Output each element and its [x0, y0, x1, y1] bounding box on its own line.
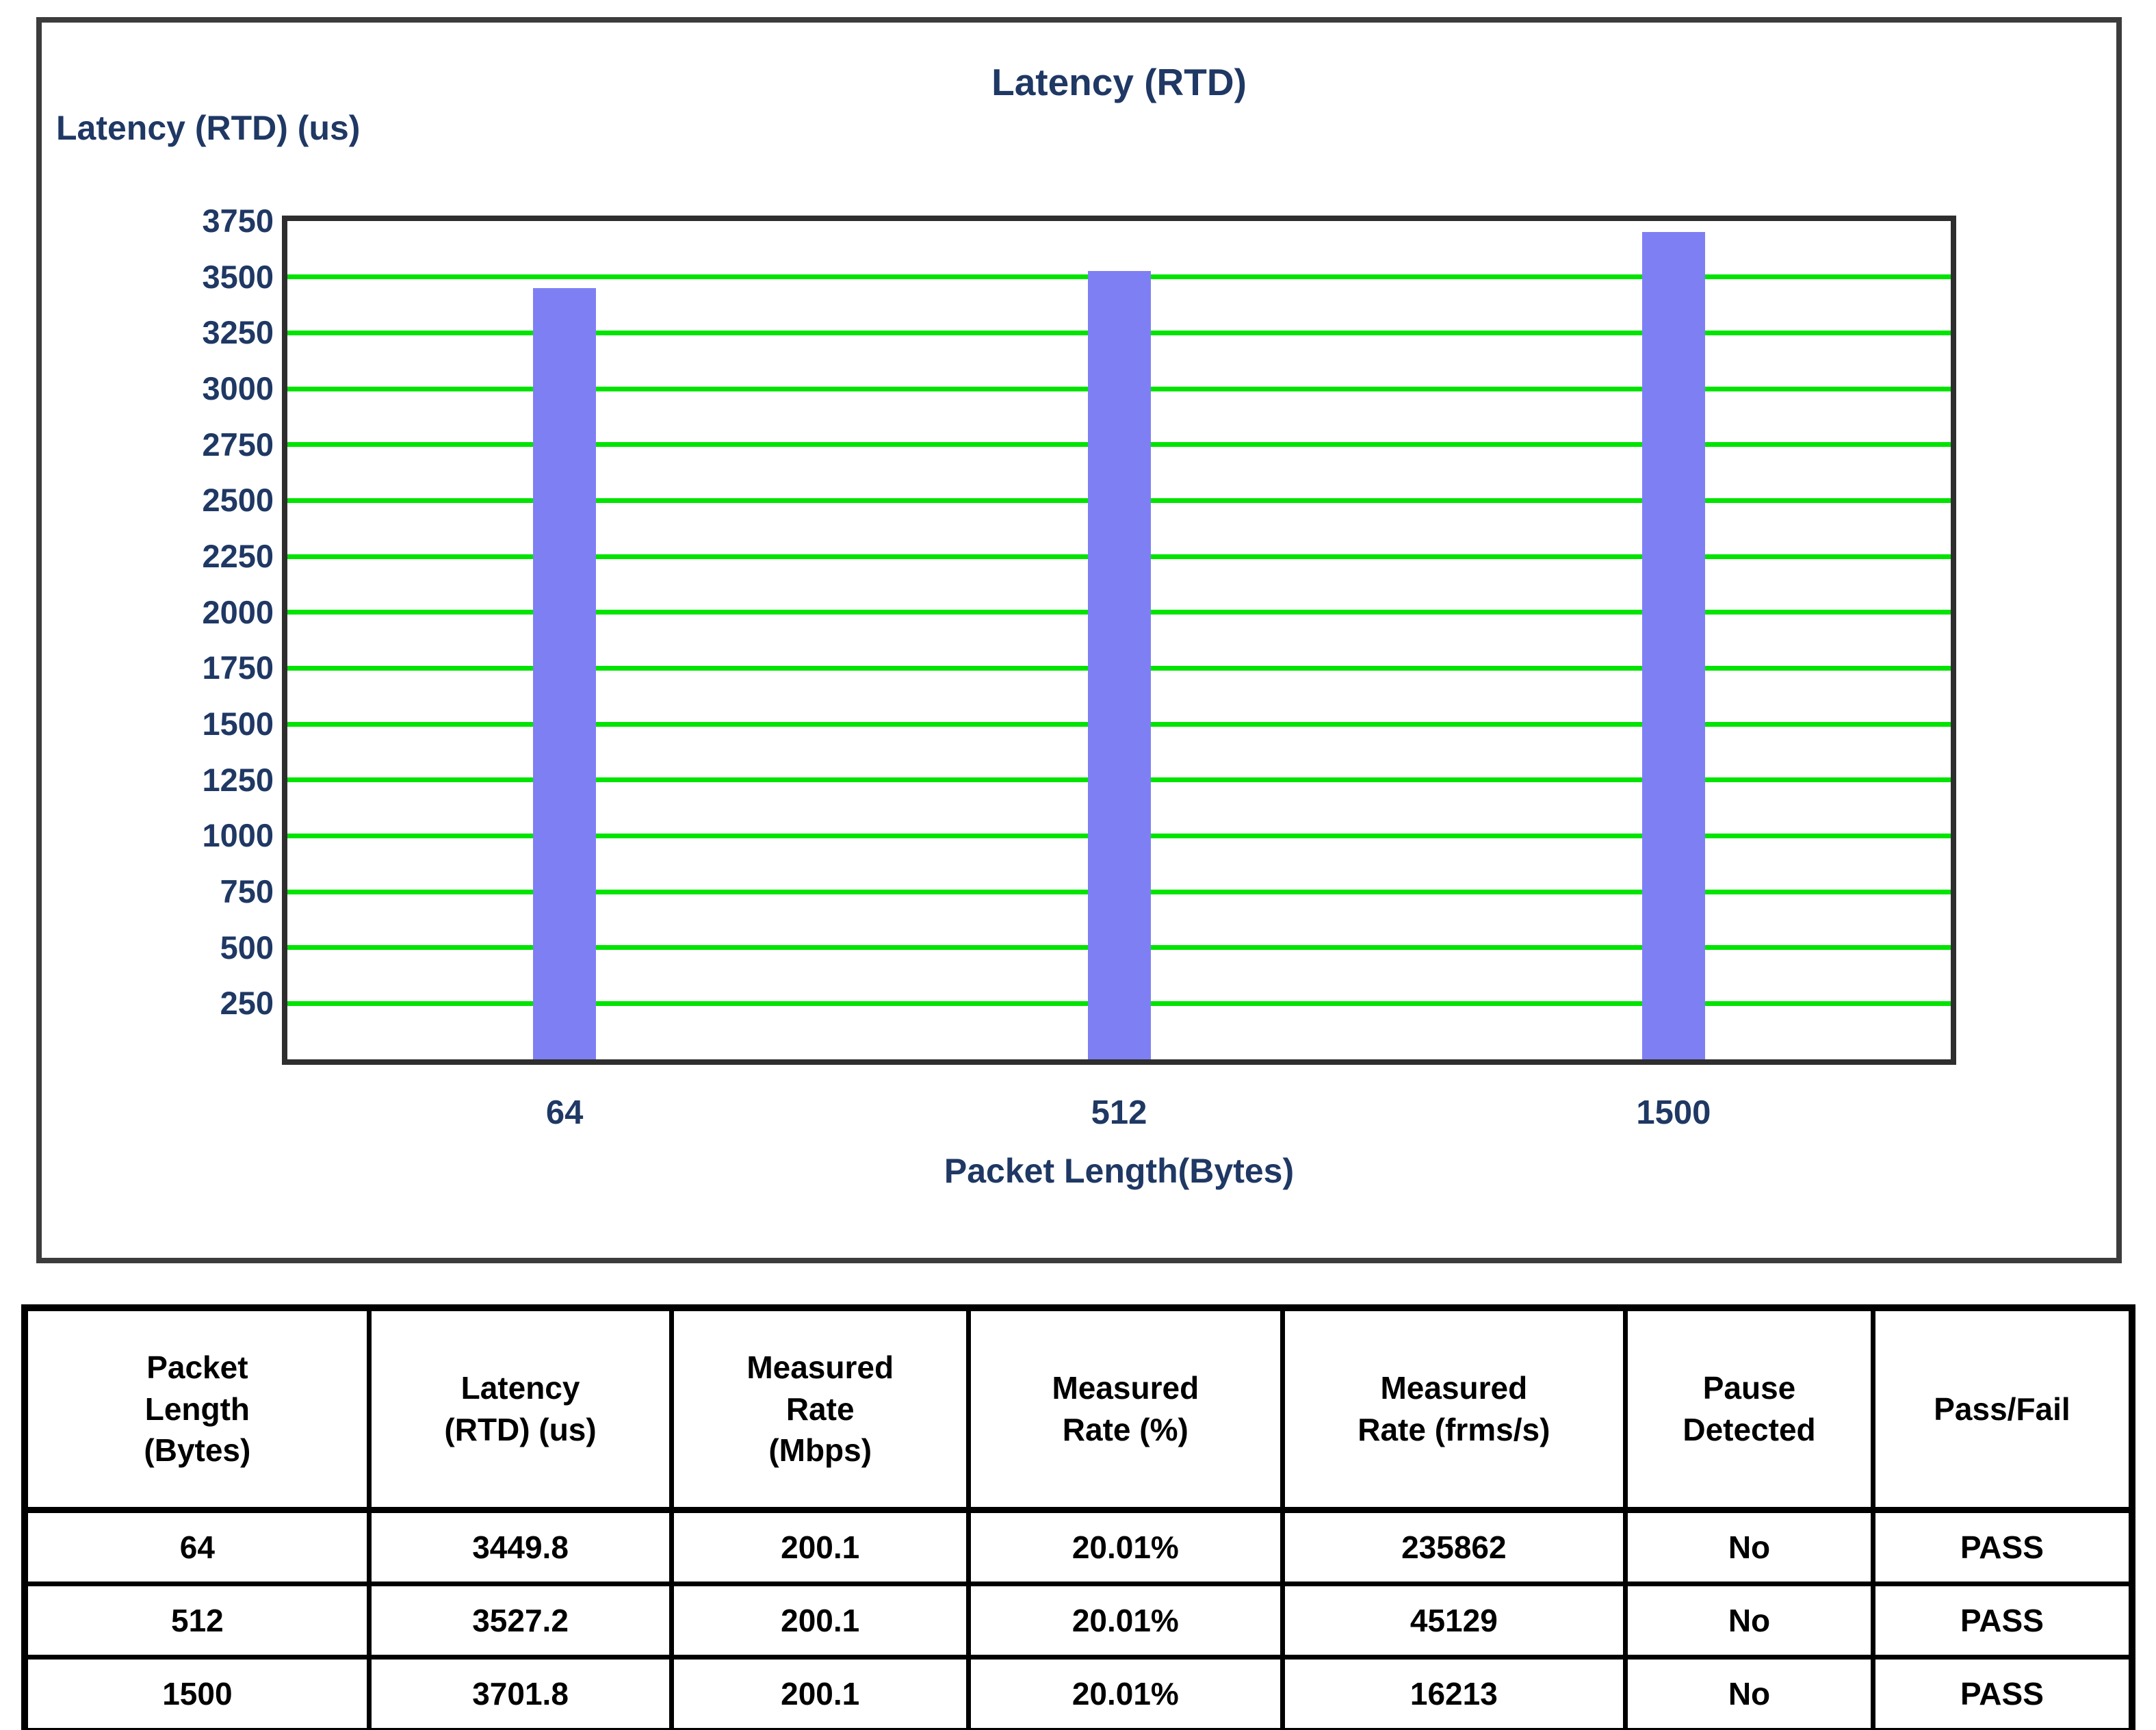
y-tick-label-3750: 3750	[202, 203, 274, 239]
results-table-head: Packet Length (Bytes) Latency (RTD) (us) M…	[22, 1305, 2135, 1512]
y-tick-label-2250: 2250	[202, 538, 274, 574]
x-tick-label-64: 64	[545, 1094, 584, 1131]
table-cell-r1-c3: 20.01%	[966, 1581, 1285, 1660]
table-cell-r2-c3: 20.01%	[966, 1655, 1285, 1730]
header-row: Packet Length (Bytes) Latency (RTD) (us) M…	[22, 1305, 2135, 1512]
bar-1500	[1641, 231, 1705, 1059]
y-tick-label-2750: 2750	[202, 426, 274, 463]
y-tick-label-2500: 2500	[202, 482, 274, 519]
chart-title: Latency (RTD)	[991, 61, 1247, 103]
y-axis-title: Latency (RTD) (us)	[56, 109, 361, 147]
table-row-64: 64 3449.8 200.1 20.01% 235862 No PASS	[22, 1508, 2135, 1586]
header-cell-5: Pause Detected	[1623, 1305, 1875, 1512]
results-table-body: 64 3449.8 200.1 20.01% 235862 No PASS 512 3527.2…	[22, 1508, 2135, 1730]
y-tick-label-1250: 1250	[202, 761, 274, 798]
table-cell-r1-c6: PASS	[1870, 1581, 2135, 1660]
y-tick-label-3250: 3250	[202, 314, 274, 351]
header-cell-2: Measured Rate (Mbps)	[669, 1305, 972, 1512]
table-cell-r1-c2: 200.1	[669, 1581, 972, 1660]
table-cell-r0-c0: 64	[22, 1508, 372, 1586]
results-table: Packet Length (Bytes) Latency (RTD) (us) M…	[21, 1304, 2135, 1730]
x-tick-label-1500: 1500	[1636, 1094, 1711, 1131]
table-cell-r0-c6: PASS	[1870, 1508, 2135, 1586]
table-cell-r1-c5: No	[1623, 1581, 1875, 1660]
y-tick-label-1500: 1500	[202, 706, 274, 742]
header-cell-4: Measured Rate (frms/s)	[1280, 1305, 1628, 1512]
table-cell-r0-c2: 200.1	[669, 1508, 972, 1586]
table-cell-r2-c5: No	[1623, 1655, 1875, 1730]
table-cell-r1-c0: 512	[22, 1581, 372, 1660]
y-tick-label-3000: 3000	[202, 370, 274, 406]
header-cell-3: Measured Rate (%)	[966, 1305, 1285, 1512]
header-cell-0: Packet Length (Bytes)	[22, 1305, 372, 1512]
y-tick-label-1750: 1750	[202, 649, 274, 686]
y-tick-label-3500: 3500	[202, 258, 274, 295]
table-cell-r2-c4: 16213	[1280, 1655, 1628, 1730]
y-tick-label-250: 250	[220, 985, 274, 1022]
x-tick-label-512: 512	[1091, 1094, 1147, 1131]
table-cell-r0-c4: 235862	[1280, 1508, 1628, 1586]
table-cell-r0-c3: 20.01%	[966, 1508, 1285, 1586]
x-axis-title: Packet Length(Bytes)	[944, 1152, 1295, 1190]
table-cell-r2-c1: 3701.8	[366, 1655, 675, 1730]
header-cell-1: Latency (RTD) (us)	[366, 1305, 675, 1512]
bar-64	[533, 288, 597, 1059]
table-row-1500: 1500 3701.8 200.1 20.01% 16213 No PASS	[22, 1655, 2135, 1730]
bar-512	[1087, 270, 1151, 1059]
header-cell-6: Pass/Fail	[1870, 1305, 2135, 1512]
table-cell-r2-c0: 1500	[22, 1655, 372, 1730]
y-tick-label-500: 500	[220, 929, 274, 966]
table-row-512: 512 3527.2 200.1 20.01% 45129 No PASS	[22, 1581, 2135, 1660]
table-cell-r0-c5: No	[1623, 1508, 1875, 1586]
table-cell-r1-c4: 45129	[1280, 1581, 1628, 1660]
y-tick-label-2000: 2000	[202, 593, 274, 630]
table-cell-r2-c2: 200.1	[669, 1655, 972, 1730]
table-cell-r0-c1: 3449.8	[366, 1508, 675, 1586]
y-tick-label-750: 750	[220, 873, 274, 909]
y-tick-label-1000: 1000	[202, 817, 274, 854]
table-cell-r1-c1: 3527.2	[366, 1581, 675, 1660]
table-cell-r2-c6: PASS	[1870, 1655, 2135, 1730]
